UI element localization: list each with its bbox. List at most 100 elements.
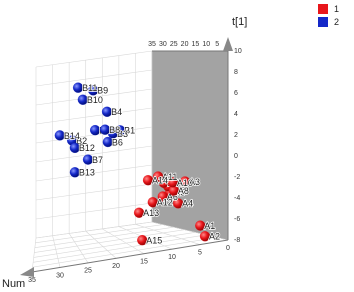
z-tick-label: 0 bbox=[234, 153, 238, 160]
y-tick-label: 35 bbox=[148, 41, 156, 48]
point bbox=[72, 82, 84, 93]
point bbox=[167, 177, 178, 188]
grid-line bbox=[85, 230, 117, 259]
point-label: B10 bbox=[87, 95, 103, 105]
point bbox=[88, 85, 99, 96]
grid-line bbox=[35, 88, 153, 106]
z-axis-title: t[1] bbox=[232, 16, 247, 28]
point bbox=[69, 142, 81, 153]
point-label: B13 bbox=[79, 168, 95, 178]
legend-swatch bbox=[318, 17, 328, 27]
x-axis-title: Num bbox=[2, 278, 25, 290]
point-label: B2 bbox=[76, 136, 87, 146]
z-tick-label: -4 bbox=[234, 195, 240, 202]
grid-line bbox=[32, 237, 218, 268]
point bbox=[195, 220, 206, 231]
point bbox=[77, 94, 89, 105]
point-label: B9 bbox=[97, 86, 108, 96]
point bbox=[82, 154, 94, 165]
point bbox=[199, 231, 211, 242]
grid-line bbox=[33, 234, 207, 263]
point bbox=[133, 207, 145, 218]
point bbox=[137, 235, 148, 246]
point-label: A8 bbox=[178, 186, 189, 196]
point bbox=[99, 124, 111, 135]
grid-line bbox=[35, 50, 153, 68]
z-tick-label: -6 bbox=[234, 216, 240, 223]
grid-line bbox=[35, 183, 153, 201]
x-tick-label: 35 bbox=[28, 277, 36, 284]
grid-line bbox=[35, 107, 153, 125]
point-label: A13 bbox=[143, 208, 159, 218]
grid-line bbox=[52, 235, 61, 268]
point-label: A4 bbox=[182, 199, 193, 209]
grid-line bbox=[68, 233, 89, 264]
grid-line bbox=[151, 221, 229, 241]
y-tick-label: 5 bbox=[215, 41, 219, 48]
z-tick-label: 8 bbox=[234, 69, 238, 76]
point bbox=[152, 171, 164, 182]
point-label: B3 bbox=[117, 129, 128, 139]
x-tick-label: 25 bbox=[84, 268, 92, 275]
grid-line bbox=[33, 231, 196, 258]
point bbox=[172, 198, 184, 209]
grid-line bbox=[31, 237, 37, 273]
z-tick-label: 4 bbox=[234, 111, 238, 118]
z-tick-label: 6 bbox=[234, 90, 238, 97]
grid-line bbox=[35, 145, 153, 163]
x-tick-label: 5 bbox=[198, 249, 202, 256]
legend-label: 1 bbox=[334, 4, 339, 14]
point-label: A1 bbox=[204, 221, 215, 231]
z-tick-label: -2 bbox=[234, 174, 240, 181]
x-axis-arrow bbox=[20, 267, 34, 277]
point-label: B11 bbox=[82, 83, 97, 93]
point-label: B4 bbox=[111, 107, 122, 117]
point bbox=[69, 167, 81, 178]
point-label: A12 bbox=[157, 198, 173, 208]
point bbox=[179, 176, 191, 187]
point-label: A10 bbox=[177, 178, 193, 188]
point-label: A6 bbox=[167, 192, 178, 202]
x-tick-label: 10 bbox=[168, 254, 176, 261]
point-label: A15 bbox=[146, 236, 162, 246]
z-tick-label: -8 bbox=[234, 237, 240, 244]
grid-line bbox=[135, 223, 201, 245]
x-tick-label: 0 bbox=[226, 245, 230, 252]
grid-line bbox=[34, 229, 185, 253]
z-tick-label: 10 bbox=[234, 48, 242, 55]
point-label: B8 bbox=[109, 125, 120, 135]
y-tick-label: 15 bbox=[192, 41, 200, 48]
grid-line bbox=[35, 221, 153, 239]
z-axis-arrow bbox=[223, 37, 233, 51]
point bbox=[157, 191, 168, 202]
y-tick-label: 30 bbox=[159, 41, 167, 48]
point-label: A2 bbox=[209, 232, 220, 242]
grid-line bbox=[35, 202, 153, 220]
point-label: A5 bbox=[174, 188, 185, 198]
point bbox=[102, 136, 114, 148]
z-tick-label: 2 bbox=[234, 132, 238, 139]
legend-swatch bbox=[318, 4, 328, 14]
point-label: A7 bbox=[172, 182, 183, 192]
x-axis bbox=[31, 239, 229, 273]
point-label: A3 bbox=[189, 177, 200, 187]
x-tick-label: 15 bbox=[140, 259, 148, 266]
point-label: B6 bbox=[112, 137, 123, 147]
point bbox=[54, 130, 66, 141]
point bbox=[101, 106, 113, 117]
grid-line bbox=[35, 164, 153, 182]
y-tick-label: 25 bbox=[170, 41, 178, 48]
point-label: B7 bbox=[92, 155, 103, 165]
grid-line bbox=[34, 226, 174, 249]
point-label: A11 bbox=[162, 172, 177, 182]
point-label: A14 bbox=[152, 176, 168, 186]
y-tick-label: 10 bbox=[202, 41, 210, 48]
side-wall bbox=[151, 50, 229, 241]
legend-label: 2 bbox=[334, 17, 339, 27]
x-tick-label: 20 bbox=[112, 263, 120, 270]
point bbox=[142, 175, 154, 186]
y-tick-label: 20 bbox=[181, 41, 189, 48]
point-label: B14 bbox=[64, 131, 80, 141]
